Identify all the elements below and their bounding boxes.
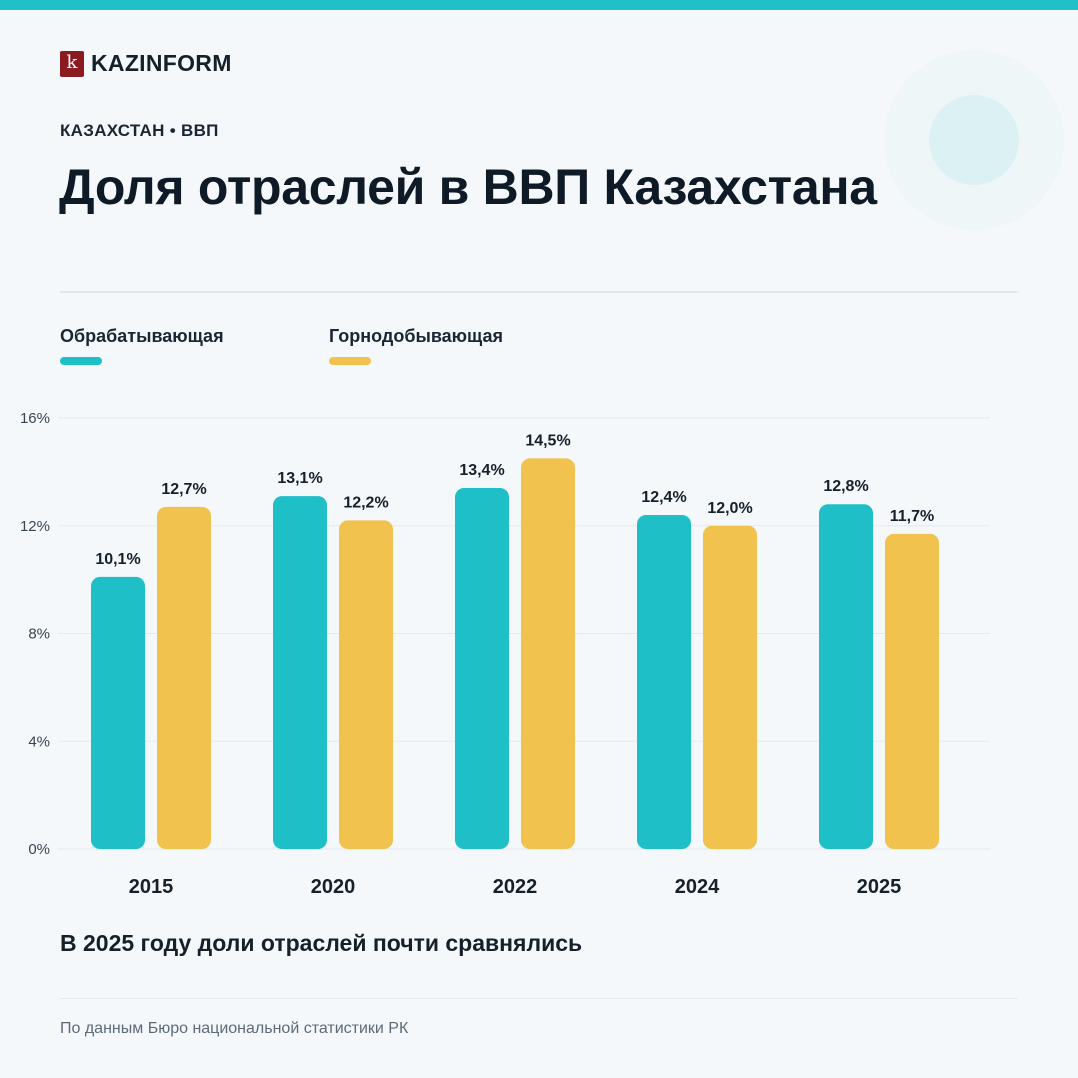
- x-category-label: 2020: [311, 876, 356, 898]
- y-tick-label: 0%: [28, 841, 50, 858]
- x-category-label: 2022: [493, 876, 538, 898]
- top-accent-bar: [0, 0, 1078, 10]
- value-label: 11,7%: [890, 508, 934, 525]
- bar-mining-2024: [703, 525, 757, 849]
- bar-manufacturing-2024: [637, 514, 691, 849]
- bar-mining-2015: [157, 506, 211, 849]
- value-label: 14,5%: [525, 432, 570, 449]
- legend-item-mining: Горнодобывающая: [329, 326, 503, 365]
- legend-item-manufacturing: Обрабатывающая: [60, 326, 224, 365]
- value-label: 12,0%: [707, 500, 752, 517]
- divider-bottom: [60, 998, 1018, 999]
- bar-manufacturing-2015: [91, 576, 145, 849]
- legend-swatch-manufacturing: [60, 357, 102, 365]
- value-label: 12,4%: [641, 489, 686, 506]
- value-label: 13,1%: [277, 470, 322, 487]
- source-note: По данным Бюро национальной статистики Р…: [60, 1020, 409, 1037]
- bar-mining-2022: [521, 458, 575, 849]
- value-label: 12,7%: [161, 481, 206, 498]
- legend-label-mining: Горнодобывающая: [329, 326, 503, 346]
- x-category-label: 2025: [857, 876, 902, 898]
- y-tick-label: 16%: [20, 410, 50, 427]
- y-tick-label: 8%: [28, 626, 50, 643]
- kazinform-logo: k KAZINFORM: [60, 50, 232, 77]
- y-tick-label: 4%: [28, 733, 50, 750]
- value-label: 10,1%: [95, 551, 140, 568]
- value-label: 12,8%: [823, 478, 868, 495]
- x-category-label: 2015: [129, 876, 174, 898]
- kicker: КАЗАХСТАН • ВВП: [60, 121, 219, 140]
- bar-manufacturing-2025: [819, 504, 873, 849]
- chart-conclusion: В 2025 году доли отраслей почти сравняли…: [60, 930, 583, 956]
- bar-mining-2020: [339, 520, 393, 849]
- bar-manufacturing-2020: [273, 496, 327, 849]
- y-tick-label: 12%: [20, 518, 50, 535]
- logo-text: KAZINFORM: [91, 50, 232, 76]
- value-label: 12,2%: [343, 494, 388, 511]
- decorative-circle-inner: [929, 95, 1019, 185]
- x-category-label: 2024: [675, 876, 720, 898]
- bar-mining-2025: [885, 533, 939, 849]
- value-label: 13,4%: [459, 462, 504, 479]
- legend-label-manufacturing: Обрабатывающая: [60, 326, 224, 346]
- page-title: Доля отраслей в ВВП Казахстана: [59, 159, 877, 215]
- logo-mark-icon: k: [60, 50, 84, 77]
- divider-top: [60, 291, 1018, 293]
- bar-manufacturing-2022: [455, 488, 509, 849]
- legend-swatch-mining: [329, 357, 371, 365]
